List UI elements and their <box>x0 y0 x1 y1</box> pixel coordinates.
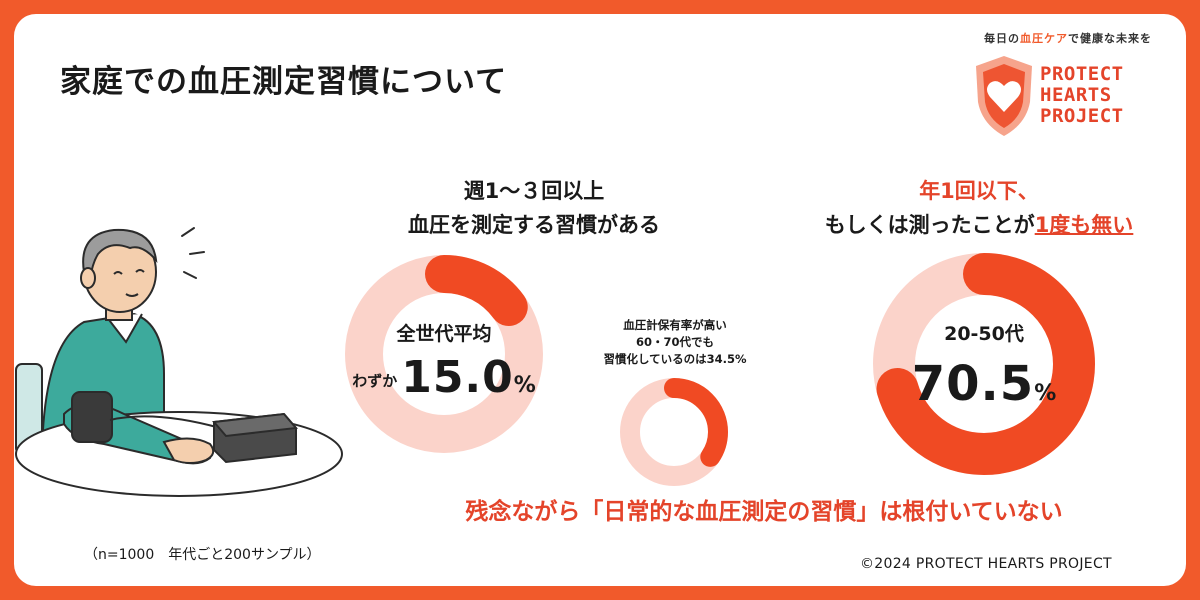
senior-man-measuring-blood-pressure-illustration <box>15 227 343 497</box>
copyright-notice: ©2024 PROTECT HEARTS PROJECT <box>860 556 1112 572</box>
donut-1-value: わずか15.0% <box>319 352 569 403</box>
tagline: 毎日の血圧ケアで健康な未来を <box>984 30 1152 46</box>
donut-chart-20-50s <box>873 253 1095 475</box>
donut-segment-60-70s <box>620 378 728 486</box>
donut-2-note-line-2: 60・70代でも <box>635 335 714 349</box>
sample-size-note: （n=1000 年代ごと200サンプル） <box>84 547 321 563</box>
donut-segment-20-50s <box>873 253 1095 475</box>
donut-chart-60-70s <box>620 378 728 486</box>
tagline-highlight: 血圧ケア <box>1020 32 1068 45</box>
page-title: 家庭での血圧測定習慣について <box>60 64 508 100</box>
donut-3-unit: % <box>1034 381 1057 406</box>
shield-heart-logo-icon <box>976 56 1032 136</box>
tagline-before: 毎日の <box>984 32 1020 45</box>
donut-3-number: 70.5 <box>911 356 1035 412</box>
donut-1-unit: % <box>513 373 536 398</box>
donut-2-note: 血圧計保有率が高い 60・70代でも 習慣化しているのは34.5% <box>570 317 780 368</box>
donut-3-value: 70.5% <box>859 356 1109 412</box>
donut-chart-all-generations <box>345 255 543 453</box>
right-heading: 年1回以下、 もしくは測ったことが1度も無い <box>794 174 1164 242</box>
left-heading-line-1: 週1～３回以上 <box>463 179 605 203</box>
left-heading: 週1～３回以上 血圧を測定する習慣がある <box>354 174 714 242</box>
logo-line-3: PROJECT <box>1040 105 1124 127</box>
donut-1-caption: 全世代平均 <box>396 323 492 345</box>
donut-3-caption: 20-50代 <box>944 323 1024 345</box>
right-heading-line-2: もしくは測ったことが1度も無い <box>794 208 1164 242</box>
tagline-after: で健康な未来を <box>1068 32 1152 45</box>
donut-1-number: 15.0 <box>401 352 514 403</box>
right-heading-plain: もしくは測ったことが <box>824 213 1035 237</box>
donut-2-note-line-1: 血圧計保有率が高い <box>623 318 727 332</box>
right-heading-line-1: 年1回以下、 <box>919 179 1039 203</box>
conclusion-text: 残念ながら「日常的な血圧測定の習慣」は根付いていない <box>465 499 1063 525</box>
right-heading-underlined: 1度も無い <box>1034 213 1134 237</box>
donut-1-prefix: わずか <box>352 372 398 390</box>
logo-line-2: HEARTS <box>1040 84 1112 106</box>
donut-2-note-line-3: 習慣化しているのは34.5% <box>603 352 747 366</box>
left-heading-line-2: 血圧を測定する習慣がある <box>408 213 660 237</box>
logo-line-1: PROTECT <box>1040 63 1124 85</box>
donut-segment-all-generations <box>345 255 543 453</box>
infographic-card: 家庭での血圧測定習慣について 毎日の血圧ケアで健康な未来を PROTECT HE… <box>14 14 1186 586</box>
logo-text: PROTECT HEARTS PROJECT <box>1040 64 1186 127</box>
